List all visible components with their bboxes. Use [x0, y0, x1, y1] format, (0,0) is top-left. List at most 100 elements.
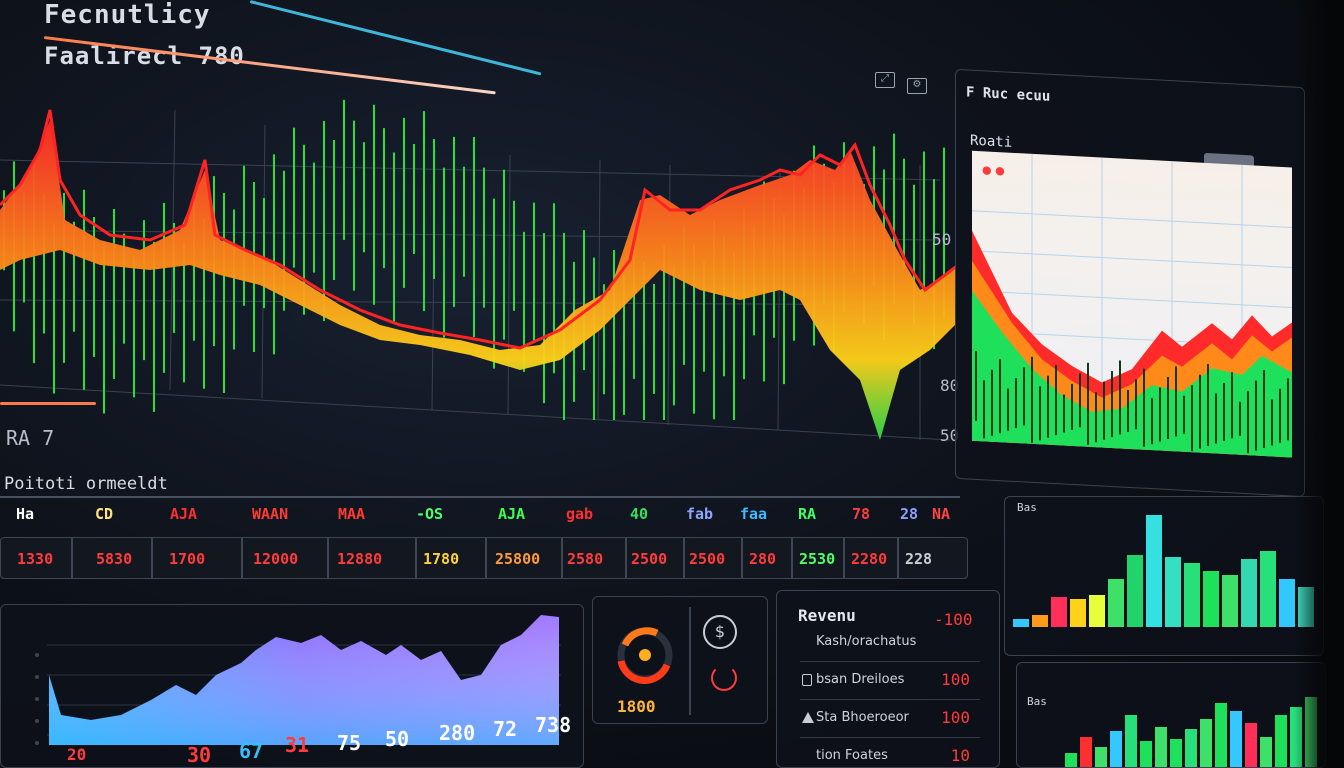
bar	[1110, 731, 1122, 767]
revenue-title: Revenu	[798, 606, 856, 625]
bar-panel-2-title: Bas	[1027, 695, 1047, 708]
bar	[1013, 619, 1029, 627]
table-row[interactable]: 1330 5830 1700 12000 12880 1780 25800 25…	[0, 537, 968, 579]
table-header-row: Ha CD AJA WAAN MAA -OS AJA gab 40 fab fa…	[0, 505, 970, 535]
header-cell-10[interactable]: faa	[740, 505, 768, 523]
side-panel-title: F Ruc ecuu	[966, 84, 1051, 105]
header-cell-5[interactable]: -OS	[416, 505, 444, 523]
settings-icon[interactable]: ⚙	[907, 78, 927, 94]
cell-8: 2500	[631, 550, 668, 568]
bar	[1125, 715, 1137, 767]
list-item-label: Kash/orachatus	[816, 634, 917, 649]
header-cell-11[interactable]: RA	[798, 505, 817, 523]
bar	[1185, 729, 1197, 767]
bar	[1222, 575, 1238, 627]
bottom-label-4: 75	[337, 731, 362, 755]
bar	[1065, 753, 1077, 767]
bar	[1260, 551, 1276, 627]
side-area-chart: ● ●	[972, 153, 1292, 458]
bar-panel-1-title: Bas	[1017, 501, 1037, 514]
bar	[1127, 555, 1143, 627]
cell-7: 2580	[567, 550, 604, 568]
bar	[1200, 719, 1212, 767]
header-cell-7[interactable]: gab	[566, 505, 594, 523]
y-tick-1: 50	[932, 230, 952, 249]
bottom-label-7: 72	[493, 717, 518, 741]
cell-10: 280	[749, 550, 777, 568]
list-item[interactable]: tion Foates 10	[800, 740, 980, 768]
bottom-label-5: 50	[385, 727, 410, 751]
bottom-label-3: 31	[285, 733, 310, 757]
bar	[1241, 559, 1257, 627]
bottom-label-8: 738	[535, 713, 572, 737]
cell-12: 2280	[851, 550, 888, 568]
bar	[1080, 737, 1092, 767]
refresh-icon[interactable]	[711, 665, 737, 691]
cell-3: 12000	[253, 550, 299, 568]
gauge-value: 1800	[617, 697, 656, 716]
bar	[1089, 595, 1105, 627]
table-title: Poitoti ormeeldt	[4, 474, 168, 494]
warning-icon	[802, 712, 814, 723]
cell-11: 2530	[799, 550, 836, 568]
header-cell-0[interactable]: Ha	[16, 505, 35, 523]
left-accent-line	[0, 402, 96, 405]
list-item[interactable]: bsan Dreiloes 100	[800, 664, 980, 700]
header-cell-6[interactable]: AJA	[498, 505, 526, 523]
bar-chart-panel-2: Bas	[1016, 662, 1326, 768]
bottom-area-chart	[35, 615, 561, 745]
header-cell-2[interactable]: AJA	[170, 505, 198, 523]
bar	[1203, 571, 1219, 627]
cell-1: 5830	[96, 550, 133, 568]
document-icon	[802, 674, 812, 686]
bottom-label-6: 280	[439, 721, 476, 745]
bar	[1184, 563, 1200, 627]
bar	[1146, 515, 1162, 627]
header-cell-14[interactable]: NA	[932, 505, 951, 523]
header-cell-8[interactable]: 40	[630, 505, 649, 523]
header-cell-3[interactable]: WAAN	[252, 505, 289, 523]
dollar-symbol: $	[714, 622, 726, 641]
bar-chart-1	[1013, 515, 1314, 627]
header-cell-4[interactable]: MAA	[338, 505, 366, 523]
bar	[1260, 737, 1272, 767]
bar	[1279, 579, 1295, 627]
gauge-divider	[689, 607, 691, 715]
cell-2: 1700	[169, 550, 206, 568]
list-item[interactable]: Sta Bhoeroeor 100	[800, 702, 980, 738]
main-chart-title: Fecnutlicy	[44, 0, 211, 30]
bar	[1275, 715, 1287, 767]
cell-4: 12880	[337, 550, 383, 568]
bar	[1032, 615, 1048, 627]
bar	[1155, 727, 1167, 767]
list-item-label: Sta Bhoeroeor	[816, 710, 909, 725]
bar	[1140, 741, 1152, 767]
y-tick-2: 80	[940, 376, 960, 395]
bar	[1165, 557, 1181, 627]
bar	[1108, 579, 1124, 627]
list-item[interactable]: Kash/orachatus	[800, 626, 980, 662]
cell-9: 2500	[689, 550, 726, 568]
header-cell-1[interactable]: CD	[95, 505, 114, 523]
side-chart-area: ● ●	[972, 150, 1292, 458]
header-cell-9[interactable]: fab	[686, 505, 714, 523]
side-panel-subtitle: Roati	[970, 132, 1013, 151]
bar	[1230, 711, 1242, 767]
bar	[1095, 747, 1107, 767]
header-cell-13[interactable]: 28	[900, 505, 919, 523]
list-item-value: 100	[941, 708, 970, 727]
bar-chart-panel-1: Bas	[1004, 496, 1324, 656]
main-chart-panel: Fecnutlicy Faalirecl 780 ⤢ ⚙	[0, 0, 959, 450]
bar	[1170, 739, 1182, 767]
bottom-label-1: 30	[187, 743, 212, 767]
left-side-label: RA 7	[6, 426, 55, 450]
cell-6: 25800	[495, 550, 541, 568]
cell-13: 228	[905, 550, 933, 568]
header-cell-12[interactable]: 78	[852, 505, 871, 523]
bar	[1051, 597, 1067, 627]
revenue-title-value: -100	[934, 610, 973, 629]
cell-5: 1780	[423, 550, 460, 568]
expand-icon[interactable]: ⤢	[875, 72, 895, 88]
dollar-icon[interactable]: $	[703, 615, 737, 649]
